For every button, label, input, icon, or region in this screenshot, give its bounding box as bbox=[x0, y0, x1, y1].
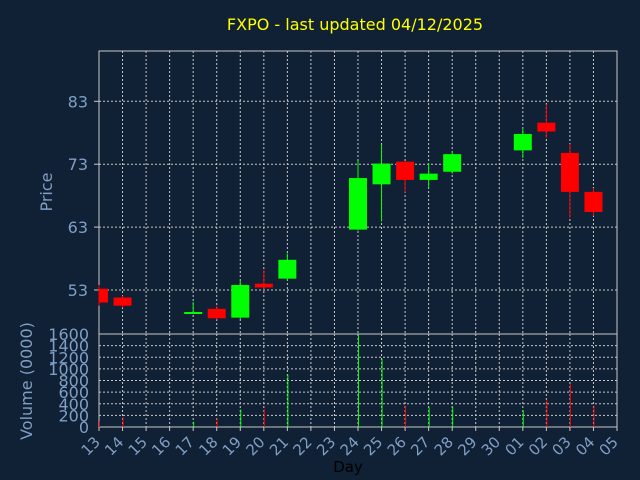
price-tick-label: 53 bbox=[68, 281, 88, 300]
candle-02 bbox=[537, 104, 556, 138]
candle-body bbox=[443, 154, 462, 172]
x-tick-label: 28 bbox=[431, 433, 457, 459]
volume-tick-label: 1600 bbox=[48, 325, 89, 344]
volume-tick-label: 1000 bbox=[48, 360, 89, 379]
candle-20 bbox=[254, 269, 273, 290]
candle-body bbox=[254, 283, 273, 288]
candle-body bbox=[560, 152, 579, 192]
x-tick-label: 22 bbox=[290, 433, 316, 459]
x-tick-label: 04 bbox=[572, 433, 598, 459]
x-tick-label: 18 bbox=[195, 433, 221, 459]
x-axis-label: Day bbox=[333, 458, 363, 476]
candle-24 bbox=[349, 161, 367, 231]
volume-axis-label: Volume (0000) bbox=[17, 322, 36, 440]
x-tick-label: 13 bbox=[78, 433, 104, 459]
candle-body bbox=[113, 297, 132, 306]
x-tick-label: 29 bbox=[454, 433, 480, 459]
candle-14 bbox=[113, 295, 132, 308]
x-tick-label: 01 bbox=[501, 433, 527, 459]
candle-18 bbox=[207, 305, 226, 320]
candle-13 bbox=[98, 284, 108, 306]
x-tick-label: 19 bbox=[219, 433, 245, 459]
x-tick-label: 17 bbox=[172, 433, 198, 459]
x-tick-label: 25 bbox=[360, 433, 386, 459]
candle-26 bbox=[396, 161, 415, 193]
volume-tick-label: 400 bbox=[58, 395, 89, 414]
volume-tick-label: 1400 bbox=[48, 337, 89, 356]
candle-body bbox=[372, 163, 391, 185]
candles bbox=[98, 104, 603, 320]
volume-tick-label: 200 bbox=[58, 406, 89, 425]
candle-body bbox=[419, 173, 438, 180]
x-tick-label: 05 bbox=[596, 433, 622, 459]
candle-25 bbox=[372, 144, 391, 222]
candle-19 bbox=[231, 280, 250, 319]
candle-body bbox=[396, 161, 415, 180]
candle-27 bbox=[419, 162, 438, 188]
x-tick-label: 24 bbox=[337, 433, 363, 459]
candle-21 bbox=[278, 253, 297, 281]
price-axis-label: Price bbox=[37, 172, 56, 211]
x-tick-label: 27 bbox=[407, 433, 433, 459]
candle-28 bbox=[443, 151, 462, 174]
price-tick-label: 63 bbox=[68, 218, 88, 237]
candle-body bbox=[584, 191, 603, 212]
price-tick-label: 83 bbox=[68, 92, 88, 111]
candle-17 bbox=[184, 301, 203, 314]
price-tick-label: 73 bbox=[68, 155, 88, 174]
x-tick-label: 15 bbox=[125, 433, 151, 459]
candle-04 bbox=[584, 188, 603, 216]
x-tick-label: 23 bbox=[313, 433, 339, 459]
volume-tick-label: 0 bbox=[79, 418, 89, 437]
x-tick-label: 02 bbox=[525, 433, 551, 459]
candle-body bbox=[231, 284, 250, 318]
volume-tick-label: 1200 bbox=[48, 348, 89, 367]
volume-tick-label: 800 bbox=[58, 372, 89, 391]
candle-body bbox=[349, 178, 367, 230]
candle-body bbox=[278, 259, 297, 279]
candle-01 bbox=[513, 127, 532, 158]
x-tick-label: 21 bbox=[266, 433, 292, 459]
candle-body bbox=[99, 288, 108, 303]
candle-body bbox=[513, 134, 532, 151]
x-tick-label: 26 bbox=[384, 433, 410, 459]
x-tick-label: 03 bbox=[549, 433, 575, 459]
candle-body bbox=[207, 308, 226, 319]
candle-body bbox=[184, 311, 203, 314]
price-y-ticks: 53 63 73 83 bbox=[68, 92, 99, 300]
volume-bars bbox=[99, 334, 595, 427]
x-tick-label: 20 bbox=[242, 433, 268, 459]
chart-title: FXPO - last updated 04/12/2025 bbox=[227, 15, 483, 34]
x-tick-label: 16 bbox=[148, 433, 174, 459]
volume-tick-label: 600 bbox=[58, 383, 89, 402]
x-tick-label: 14 bbox=[101, 433, 127, 459]
x-tick-label: 30 bbox=[478, 433, 504, 459]
candle-03 bbox=[560, 144, 579, 218]
x-ticks: 1314151617181920212223242526272829300102… bbox=[78, 427, 622, 459]
candle-body bbox=[537, 122, 556, 132]
